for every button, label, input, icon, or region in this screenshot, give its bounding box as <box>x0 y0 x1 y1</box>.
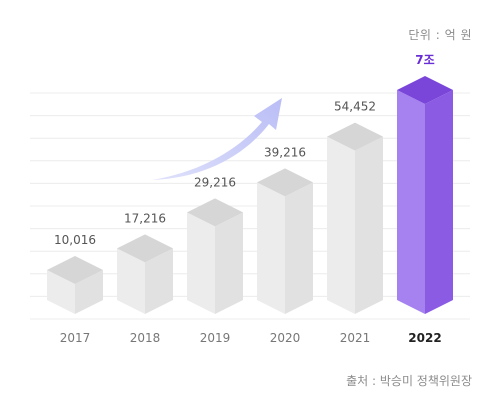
bar-top <box>187 198 243 227</box>
bar-top <box>257 168 313 197</box>
bar-face-left <box>47 269 75 314</box>
x-tick-label: 2021 <box>340 331 371 345</box>
grid-lines <box>30 92 470 320</box>
x-tick-label: 2018 <box>130 331 161 345</box>
bar-2022 <box>397 76 453 314</box>
value-label: 29,216 <box>194 175 236 189</box>
bar-2021 <box>327 122 383 314</box>
bar-2017 <box>47 255 103 314</box>
value-label: 39,216 <box>264 145 306 159</box>
bar-top <box>327 122 383 151</box>
bar-face-left <box>117 248 145 314</box>
bar-top <box>47 255 103 284</box>
bar-2019 <box>187 198 243 314</box>
source-label: 출처 : 박승미 정책위원장 <box>346 374 472 388</box>
bars <box>47 76 453 314</box>
bar-2020 <box>257 168 313 314</box>
bar-face-left <box>327 136 355 314</box>
value-label: 7조 <box>415 53 434 67</box>
trend-arrow-icon <box>152 98 282 180</box>
bar-face-right <box>75 269 103 314</box>
bar-top <box>397 76 453 104</box>
bar-face-right <box>215 212 243 314</box>
x-tick-label: 2017 <box>60 331 91 345</box>
bar-face-left <box>257 182 285 314</box>
bar-face-left <box>187 212 215 314</box>
value-label: 10,016 <box>54 233 96 247</box>
x-tick-label: 2020 <box>270 331 301 345</box>
value-labels: 10,016 17,216 29,216 39,216 54,452 7조 <box>54 53 435 247</box>
bar-face-left <box>397 90 425 314</box>
value-label: 54,452 <box>334 100 376 114</box>
bar-face-right <box>425 90 453 314</box>
x-axis-ticks: 2017 2018 2019 2020 2021 2022 <box>60 331 442 345</box>
value-label: 17,216 <box>124 211 166 225</box>
bar-face-right <box>285 182 313 314</box>
bar-face-right <box>355 136 383 314</box>
bar-face-right <box>145 248 173 314</box>
bar-2018 <box>117 234 173 314</box>
x-tick-label: 2022 <box>408 331 441 345</box>
bar-top <box>117 234 173 263</box>
trend-arrow-shape <box>152 98 282 180</box>
x-tick-label: 2019 <box>200 331 231 345</box>
unit-label: 단위 : 억 원 <box>408 28 472 42</box>
